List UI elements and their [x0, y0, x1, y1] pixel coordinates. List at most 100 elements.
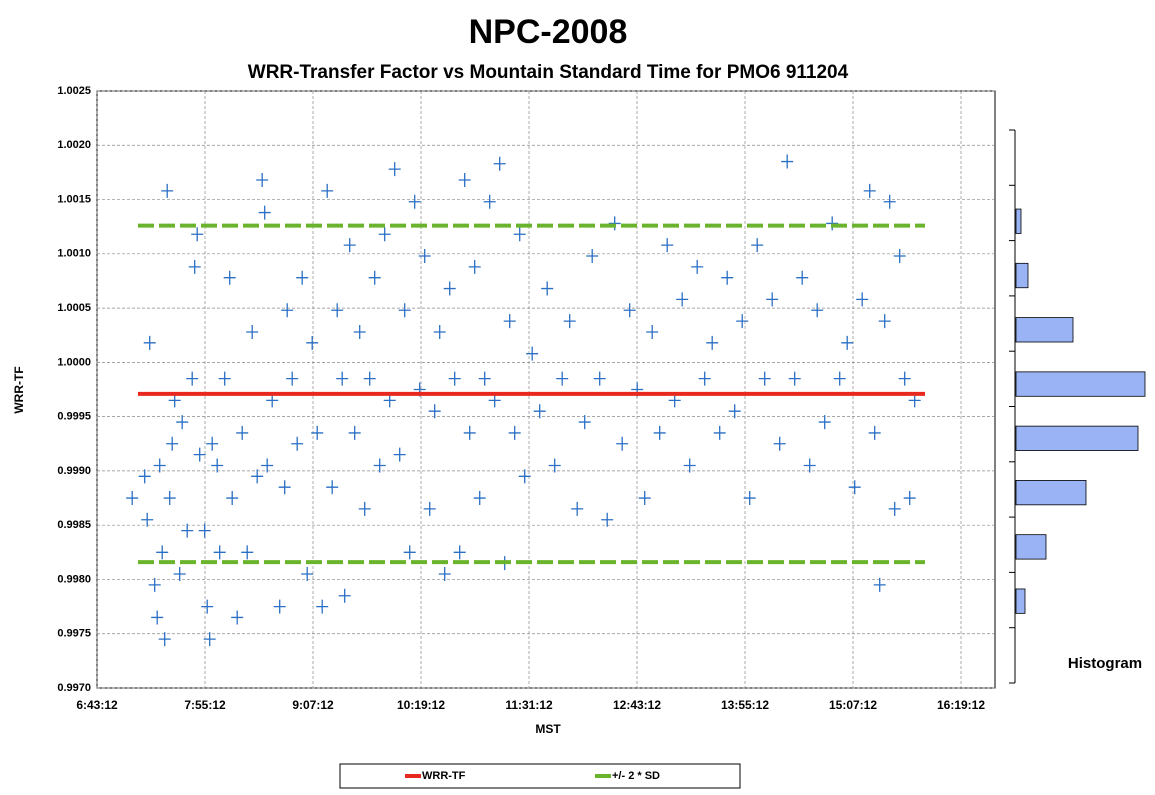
scatter-point [826, 216, 839, 231]
scatter-point [278, 480, 291, 495]
histogram-bar [1015, 480, 1087, 506]
scatter-point [151, 610, 164, 625]
scatter-point [691, 259, 704, 274]
scatter-point [728, 404, 741, 419]
histogram-bar [1015, 425, 1139, 451]
scatter-point [218, 371, 231, 386]
scatter-point [766, 292, 779, 307]
scatter-point [161, 183, 174, 198]
scatter-point [878, 314, 891, 329]
scatter-point [363, 371, 376, 386]
scatter-point [661, 238, 674, 253]
scatter-point [343, 238, 356, 253]
scatter-point [273, 599, 286, 614]
scatter-point [251, 469, 264, 484]
scatter-point [291, 436, 304, 451]
scatter-point [296, 270, 309, 285]
scatter-point [226, 491, 239, 506]
scatter-point [236, 425, 249, 440]
scatter-point [676, 292, 689, 307]
scatter-point [893, 248, 906, 263]
scatter-point [326, 480, 339, 495]
scatter-point [788, 371, 801, 386]
x-tick-label: 16:19:12 [937, 698, 985, 712]
scatter-point [803, 458, 816, 473]
scatter-point [713, 425, 726, 440]
scatter-point [336, 371, 349, 386]
y-axis-label: WRR-TF [12, 366, 26, 413]
scatter-point [743, 491, 756, 506]
histogram-bar [1015, 534, 1047, 560]
scatter-point [286, 371, 299, 386]
scatter-point [231, 610, 244, 625]
scatter-point [241, 545, 254, 560]
x-tick-label: 11:31:12 [505, 698, 553, 712]
legend-box [339, 763, 741, 789]
scatter-point [143, 335, 156, 350]
scatter-point [533, 404, 546, 419]
scatter-point [616, 436, 629, 451]
histogram-bar [1015, 588, 1026, 614]
y-tick-label: 0.9985 [57, 519, 91, 531]
scatter-point [358, 501, 371, 516]
scatter-point [833, 371, 846, 386]
scatter-point [261, 458, 274, 473]
scatter-point [148, 577, 161, 592]
scatter-point [348, 425, 361, 440]
histogram-bar [1015, 262, 1029, 289]
y-tick-label: 1.0010 [57, 248, 91, 260]
scatter-point [623, 303, 636, 318]
scatter-point [863, 183, 876, 198]
x-tick-label: 12:43:12 [613, 698, 661, 712]
scatter-point [378, 227, 391, 242]
scatter-point [173, 567, 186, 582]
scatter-point [586, 248, 599, 263]
scatter-point [246, 324, 259, 339]
scatter-point [181, 523, 194, 538]
scatter-point [398, 303, 411, 318]
scatter-point [478, 371, 491, 386]
scatter-point [811, 303, 824, 318]
scatter-point [433, 324, 446, 339]
scatter-point [306, 335, 319, 350]
scatter-point [176, 415, 189, 430]
scatter-point [211, 458, 224, 473]
y-tick-label: 1.0020 [57, 139, 91, 151]
scatter-point [541, 281, 554, 296]
scatter-point [213, 545, 226, 560]
scatter-point [453, 545, 466, 560]
chart-title: NPC-2008 [469, 13, 628, 51]
scatter-point [393, 447, 406, 462]
scatter-point [316, 599, 329, 614]
scatter-point [223, 270, 236, 285]
scatter-point [188, 259, 201, 274]
scatter-point [883, 194, 896, 209]
scatter-point [526, 346, 539, 361]
scatter-point [578, 415, 591, 430]
scatter-point [493, 156, 506, 171]
scatter-point [428, 404, 441, 419]
x-tick-label: 7:55:12 [184, 698, 226, 712]
scatter-point [403, 545, 416, 560]
x-tick-label: 9:07:12 [292, 698, 334, 712]
y-tick-label: 1.0015 [57, 193, 91, 205]
scatter-point [166, 436, 179, 451]
x-axis-label: MST [535, 722, 561, 736]
scatter-point [556, 371, 569, 386]
scatter-point [646, 324, 659, 339]
scatter-point [898, 371, 911, 386]
scatter-point [463, 425, 476, 440]
y-tick-label: 0.9995 [57, 411, 91, 423]
y-tick-label: 1.0025 [57, 85, 91, 97]
scatter-point [141, 512, 154, 527]
scatter-point [418, 248, 431, 263]
scatter-point [158, 632, 171, 647]
scatter-point [408, 194, 421, 209]
scatter-point [751, 238, 764, 253]
scatter-point [138, 469, 151, 484]
scatter-point [721, 270, 734, 285]
x-tick-label: 15:07:12 [829, 698, 877, 712]
scatter-point [563, 314, 576, 329]
scatter-point [153, 458, 166, 473]
